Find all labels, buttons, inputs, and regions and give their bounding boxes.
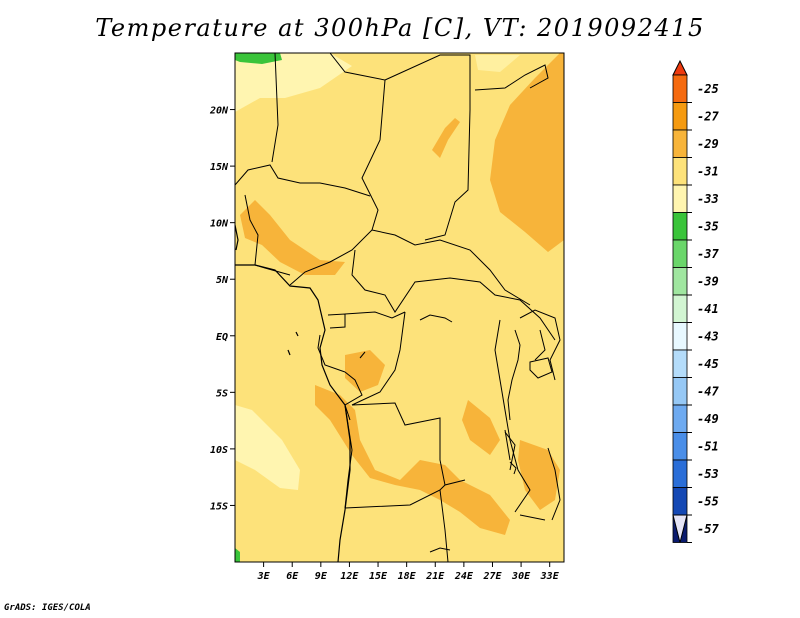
colorbar-swatch [672, 432, 688, 461]
lat-tick-label: 5S [216, 388, 228, 399]
lat-tick-label: 5N [216, 275, 229, 286]
colorbar-bottom-arrow [672, 514, 688, 543]
colorbar-swatch [672, 239, 688, 268]
colorbar-swatch [672, 157, 688, 186]
lon-tick-label: 27E [482, 571, 502, 582]
lon-tick-label: 15E [369, 571, 388, 582]
country-borders [235, 53, 561, 562]
colorbar-swatch [672, 294, 688, 323]
colorbar-swatch [672, 377, 688, 406]
warm-region-northeast [490, 53, 564, 252]
colorbar-label: -35 [697, 220, 719, 234]
lakes [359, 314, 553, 553]
colorbar-swatch [672, 102, 688, 131]
colorbar-swatch [672, 404, 688, 433]
colorbar-label: -27 [697, 110, 719, 124]
colorbar-swatch [672, 267, 688, 296]
light-region-southwest [235, 405, 300, 490]
colorbar-swatch [672, 74, 688, 103]
colorbar-label: -31 [697, 165, 719, 179]
lon-tick-label: 9E [315, 571, 328, 582]
lat-tick-label: 20N [209, 106, 229, 117]
colorbar-label: -57 [697, 522, 719, 536]
warm-region-east-central [462, 400, 500, 455]
warm-region-nigeria [240, 200, 345, 275]
colorbar-swatch [672, 184, 688, 213]
colorbar-label: -43 [697, 330, 719, 344]
colorbar-swatch [672, 459, 688, 488]
lon-tick-label: 30E [511, 571, 531, 582]
green-region-northwest [235, 53, 282, 64]
colorbar-swatch [672, 129, 688, 158]
coastline [235, 224, 351, 562]
colorbar: -25 -27 -29 -31 -33 -35 -37 -39 -41 -43 -45 -47 -49 -… [672, 59, 719, 543]
colorbar-label: -53 [697, 467, 719, 481]
colorbar-top-arrow [672, 59, 688, 76]
lon-tick-label: 33E [540, 571, 560, 582]
colorbar-label: -39 [697, 275, 719, 289]
green-region-southwest [235, 548, 240, 562]
lat-tick-label: 15N [210, 162, 229, 173]
colorbar-label: -29 [697, 137, 719, 151]
colorbar-label: -37 [697, 247, 719, 261]
colorbar-swatch [672, 487, 688, 516]
colorbar-label: -41 [697, 302, 719, 316]
grads-credit: GrADS: IGES/COLA [4, 603, 91, 613]
light-region-east-strip [475, 55, 520, 72]
map-title: Temperature at 300hPa [C], VT: 201909241… [95, 14, 705, 42]
warm-region-north-streak [432, 118, 460, 158]
lat-tick-label: 15S [210, 501, 228, 512]
longitude-axis: 3E 6E 9E 12E 15E 18E 21E 24E 27E 30E 33E [257, 562, 560, 582]
lon-tick-label: 6E [286, 571, 299, 582]
light-region-north [235, 53, 352, 112]
lon-tick-label: 12E [340, 571, 359, 582]
colorbar-label: -55 [697, 495, 719, 509]
map-frame [234, 52, 565, 563]
lat-tick-label: 10N [210, 219, 229, 230]
warm-region-gabon [345, 350, 385, 392]
colorbar-label: -45 [697, 357, 719, 371]
colorbar-swatch [672, 212, 688, 241]
lon-tick-label: 18E [398, 571, 417, 582]
lat-tick-label: EQ [216, 332, 228, 343]
latitude-axis: 20N 15N 10N 5N EQ 5S 10S 15S [209, 106, 235, 512]
lon-tick-label: 21E [425, 571, 445, 582]
lat-tick-label: 10S [210, 445, 228, 456]
colorbar-swatch [672, 322, 688, 351]
colorbar-label: -33 [697, 192, 719, 206]
colorbar-label: -51 [697, 440, 719, 454]
colorbar-label: -25 [697, 82, 719, 96]
lon-tick-label: 24E [454, 571, 474, 582]
colorbar-label: -49 [697, 412, 719, 426]
warm-region-central [315, 385, 510, 535]
colorbar-label: -47 [697, 385, 719, 399]
lon-tick-label: 3E [257, 571, 271, 582]
colorbar-swatch [672, 349, 688, 378]
